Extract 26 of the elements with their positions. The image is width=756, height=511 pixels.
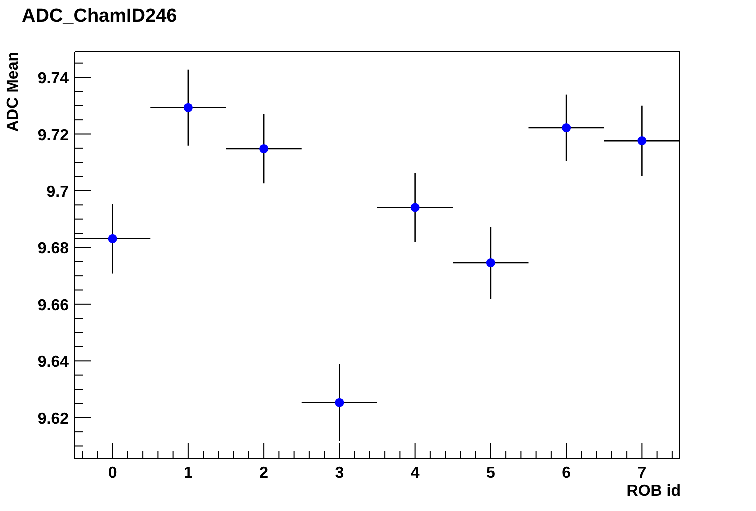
point — [108, 234, 118, 244]
x-tick-label: 4 — [410, 465, 420, 482]
point — [486, 258, 496, 268]
y-tick-label: 9.64 — [38, 354, 70, 372]
x-tick-label: 5 — [486, 465, 496, 482]
x-tick-label: 1 — [184, 465, 193, 482]
x-tick-label: 6 — [562, 465, 572, 482]
point — [260, 144, 269, 154]
point — [638, 136, 647, 146]
y-tick-label: 9.72 — [38, 127, 70, 144]
y-tick-label: 9.62 — [38, 410, 70, 428]
x-tick-label: 2 — [260, 465, 269, 482]
point — [184, 103, 193, 112]
x-tick-label: 0 — [108, 465, 118, 482]
y-tick-label: 9.74 — [38, 70, 70, 88]
x-axis-title: ROB id — [626, 483, 681, 501]
y-axis-title: ADC Mean — [4, 52, 23, 132]
point — [562, 124, 572, 133]
x-tick-label: 7 — [638, 465, 647, 482]
chart-title: ADC_ChamID246 — [22, 6, 178, 28]
y-tick-label: 9.66 — [38, 297, 70, 314]
y-tick-label: 9.68 — [38, 240, 70, 258]
point — [410, 203, 420, 212]
point — [335, 398, 344, 408]
x-tick-label: 3 — [335, 465, 344, 482]
y-tick-label: 9.7 — [46, 184, 70, 201]
